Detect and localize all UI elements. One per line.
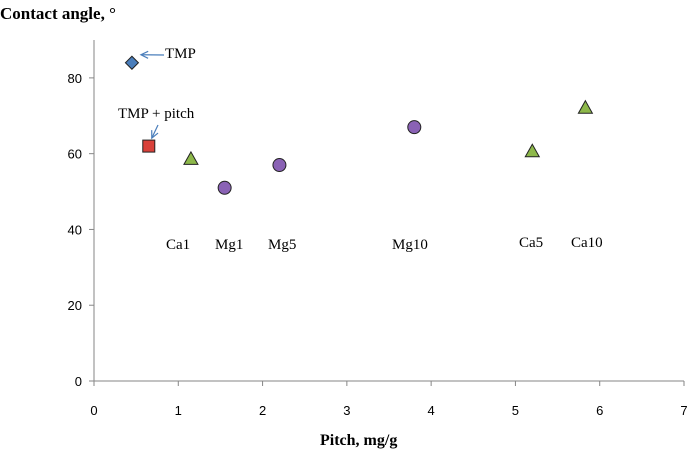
point-label-mg1: Mg1 — [215, 237, 243, 253]
x-tick-label: 0 — [90, 403, 97, 418]
y-tick-label: 20 — [68, 298, 82, 313]
point-label-mg10: Mg10 — [392, 237, 428, 253]
data-point-tmp — [124, 55, 140, 70]
x-tick-label: 6 — [596, 403, 603, 418]
y-tick-label: 60 — [68, 147, 82, 162]
data-points — [124, 55, 594, 195]
point-label-ca10: Ca10 — [571, 235, 603, 251]
point-label-mg5: Mg5 — [268, 237, 296, 253]
annotation-arrow-head — [139, 50, 149, 59]
data-point-tmp-pitch — [142, 139, 156, 153]
x-tick-label: 3 — [343, 403, 350, 418]
annotation-arrow — [151, 124, 159, 139]
annotation-arrows — [139, 50, 165, 140]
y-tick-label: 40 — [68, 222, 82, 237]
point-label-ca1: Ca1 — [166, 237, 190, 253]
x-tick-label: 1 — [175, 403, 182, 418]
data-point-mg1 — [217, 180, 232, 195]
y-tick-label: 80 — [68, 71, 82, 86]
data-point-ca1 — [183, 150, 199, 165]
y-tick-group: 0 20 40 60 80 — [68, 71, 94, 389]
x-tick-label: 4 — [428, 403, 435, 418]
data-point-mg5 — [272, 158, 287, 173]
y-tick-label: 0 — [75, 374, 82, 389]
y-axis-title: Contact angle, ° — [0, 4, 116, 23]
data-point-ca5 — [524, 143, 541, 158]
point-labels: TMP TMP + pitch Ca1 Mg1 Mg5 Mg10 Ca5 Ca10 — [118, 46, 603, 253]
data-point-mg10 — [407, 120, 422, 135]
x-tick-label: 5 — [512, 403, 519, 418]
x-axis-title: Pitch, mg/g — [320, 432, 397, 449]
point-label-tmp: TMP — [165, 46, 196, 62]
annotation-arrow-head — [151, 130, 159, 140]
x-tick-label: 2 — [259, 403, 266, 418]
x-tick-group: 0 1 2 3 4 5 6 7 — [90, 381, 688, 418]
x-tick-label: 7 — [680, 403, 687, 418]
point-label-tmp-pitch: TMP + pitch — [118, 106, 195, 122]
data-point-ca10 — [577, 99, 594, 114]
point-label-ca5: Ca5 — [519, 235, 543, 251]
